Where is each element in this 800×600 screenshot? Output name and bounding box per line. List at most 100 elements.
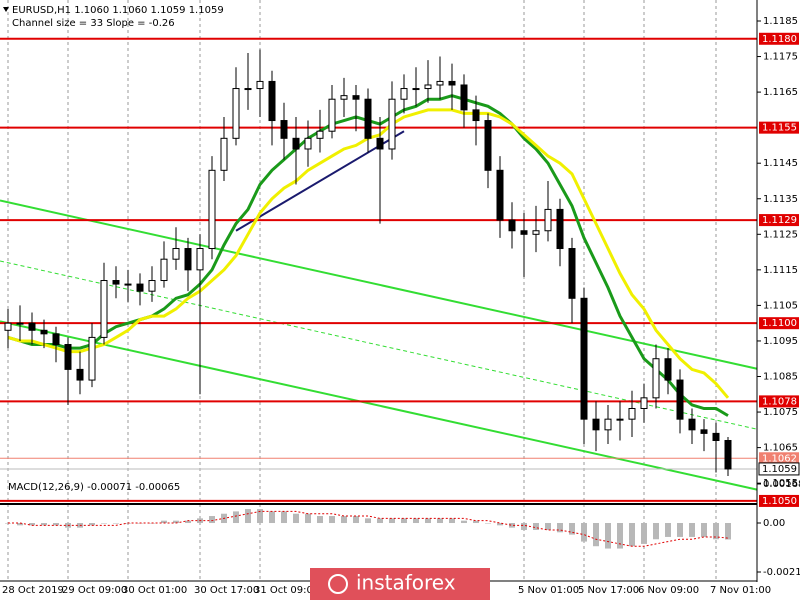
macd-bar: [545, 523, 551, 530]
y-tick-label: 1.1145: [763, 158, 798, 169]
candle-body: [268, 80, 276, 122]
chart-subtitle: Channel size = 33 Slope = -0.26: [12, 18, 175, 29]
macd-bar: [485, 523, 491, 524]
macd-bar: [89, 523, 95, 526]
candle-body: [484, 120, 492, 171]
candle-body: [208, 169, 216, 250]
y-tick-label: 1.1085: [763, 372, 798, 383]
level-box: [759, 494, 799, 507]
candle-body: [28, 322, 36, 331]
macd-panel: [5, 509, 731, 549]
candle-body: [616, 418, 624, 421]
macd-bar: [593, 523, 599, 547]
macd-bar: [173, 520, 179, 524]
candle-body: [88, 336, 96, 381]
watermark-text: instaforex: [356, 571, 456, 595]
level-box: [759, 121, 799, 134]
x-tick-label: 5 Nov 17:00: [578, 585, 639, 596]
macd-bar: [53, 523, 59, 526]
macd-bar: [329, 516, 335, 524]
macd-bar: [161, 520, 167, 524]
y-tick-label: 1.1175: [763, 52, 798, 63]
x-tick-label: 6 Nov 09:00: [638, 585, 699, 596]
level-label: 1.1155: [762, 123, 797, 134]
y-tick-label: 1.1055: [763, 478, 798, 489]
candle-body: [304, 137, 312, 150]
candle-body: [532, 230, 540, 235]
y-tick-label: 0.00168: [763, 479, 800, 490]
macd-bar: [581, 523, 587, 542]
trendline: [0, 199, 758, 370]
macd-bar: [389, 518, 395, 524]
y-tick-label: 1.1165: [763, 87, 798, 98]
macd-bar: [365, 518, 371, 524]
macd-bar: [557, 523, 563, 533]
candle-body: [460, 84, 468, 111]
x-tick-label: 30 Oct 01:00: [122, 585, 187, 596]
candle-body: [496, 169, 504, 221]
candle-body: [652, 358, 660, 399]
macd-bar: [29, 523, 35, 526]
candle-body: [40, 329, 48, 335]
candle-body: [436, 80, 444, 86]
y-tick-label: 1.1095: [763, 336, 798, 347]
macd-bar: [725, 523, 731, 540]
candle-body: [580, 297, 588, 420]
macd-bar: [677, 523, 683, 537]
x-tick-label: 28 Oct 2019: [2, 585, 64, 596]
signal-line: [8, 510, 729, 547]
level-box: [759, 317, 799, 330]
candle-body: [388, 98, 396, 150]
price-panel: [0, 0, 758, 581]
macd-bar: [269, 511, 275, 524]
macd-bar: [569, 523, 575, 535]
y-tick-label: 1.1105: [763, 300, 798, 311]
candle-body: [292, 137, 300, 150]
y-tick-label: 1.1135: [763, 194, 798, 205]
candle-body: [160, 258, 168, 282]
candle-body: [328, 98, 336, 132]
level-label: 1.1078: [762, 396, 797, 407]
trendline: [0, 320, 758, 491]
macd-bar: [617, 523, 623, 549]
x-tick-label: 31 Oct 09:00: [254, 585, 319, 596]
level-label: 1.1100: [762, 318, 797, 329]
candle-body: [352, 95, 360, 100]
candle-body: [640, 397, 648, 410]
watermark-icon: [328, 574, 348, 594]
candle-body: [4, 322, 12, 331]
macd-bar: [461, 520, 467, 524]
candle-body: [220, 137, 228, 171]
last-price-box: [758, 462, 800, 476]
watermark-box: [310, 568, 490, 600]
x-tick-label: 5 Nov 01:00: [518, 585, 579, 596]
candle-body: [712, 432, 720, 441]
macd-bar: [497, 523, 503, 526]
macd-bar: [209, 516, 215, 524]
candle-body: [400, 88, 408, 100]
candle-body: [544, 208, 552, 232]
macd-bar: [233, 511, 239, 524]
x-tick-label: 7 Nov 01:00: [710, 585, 771, 596]
candle-body: [376, 137, 384, 150]
y-tick-label: 0.00: [763, 518, 785, 529]
macd-bar: [533, 523, 539, 530]
level-label: 1.1062: [762, 453, 797, 464]
macd-bar: [473, 520, 479, 524]
candle-body: [136, 283, 144, 292]
candle-body: [196, 248, 204, 271]
macd-bar: [701, 523, 707, 537]
watermark: instaforex: [310, 568, 490, 600]
macd-bar: [605, 523, 611, 549]
candle-body: [472, 109, 480, 122]
macd-bar: [281, 511, 287, 524]
candle-body: [172, 248, 180, 260]
candle-body: [688, 418, 696, 431]
candle-body: [556, 208, 564, 250]
x-tick-label: 29 Oct 09:00: [62, 585, 127, 596]
candle-body: [604, 418, 612, 431]
level-box: [759, 395, 799, 408]
macd-bar: [185, 520, 191, 524]
macd-bar: [689, 523, 695, 537]
